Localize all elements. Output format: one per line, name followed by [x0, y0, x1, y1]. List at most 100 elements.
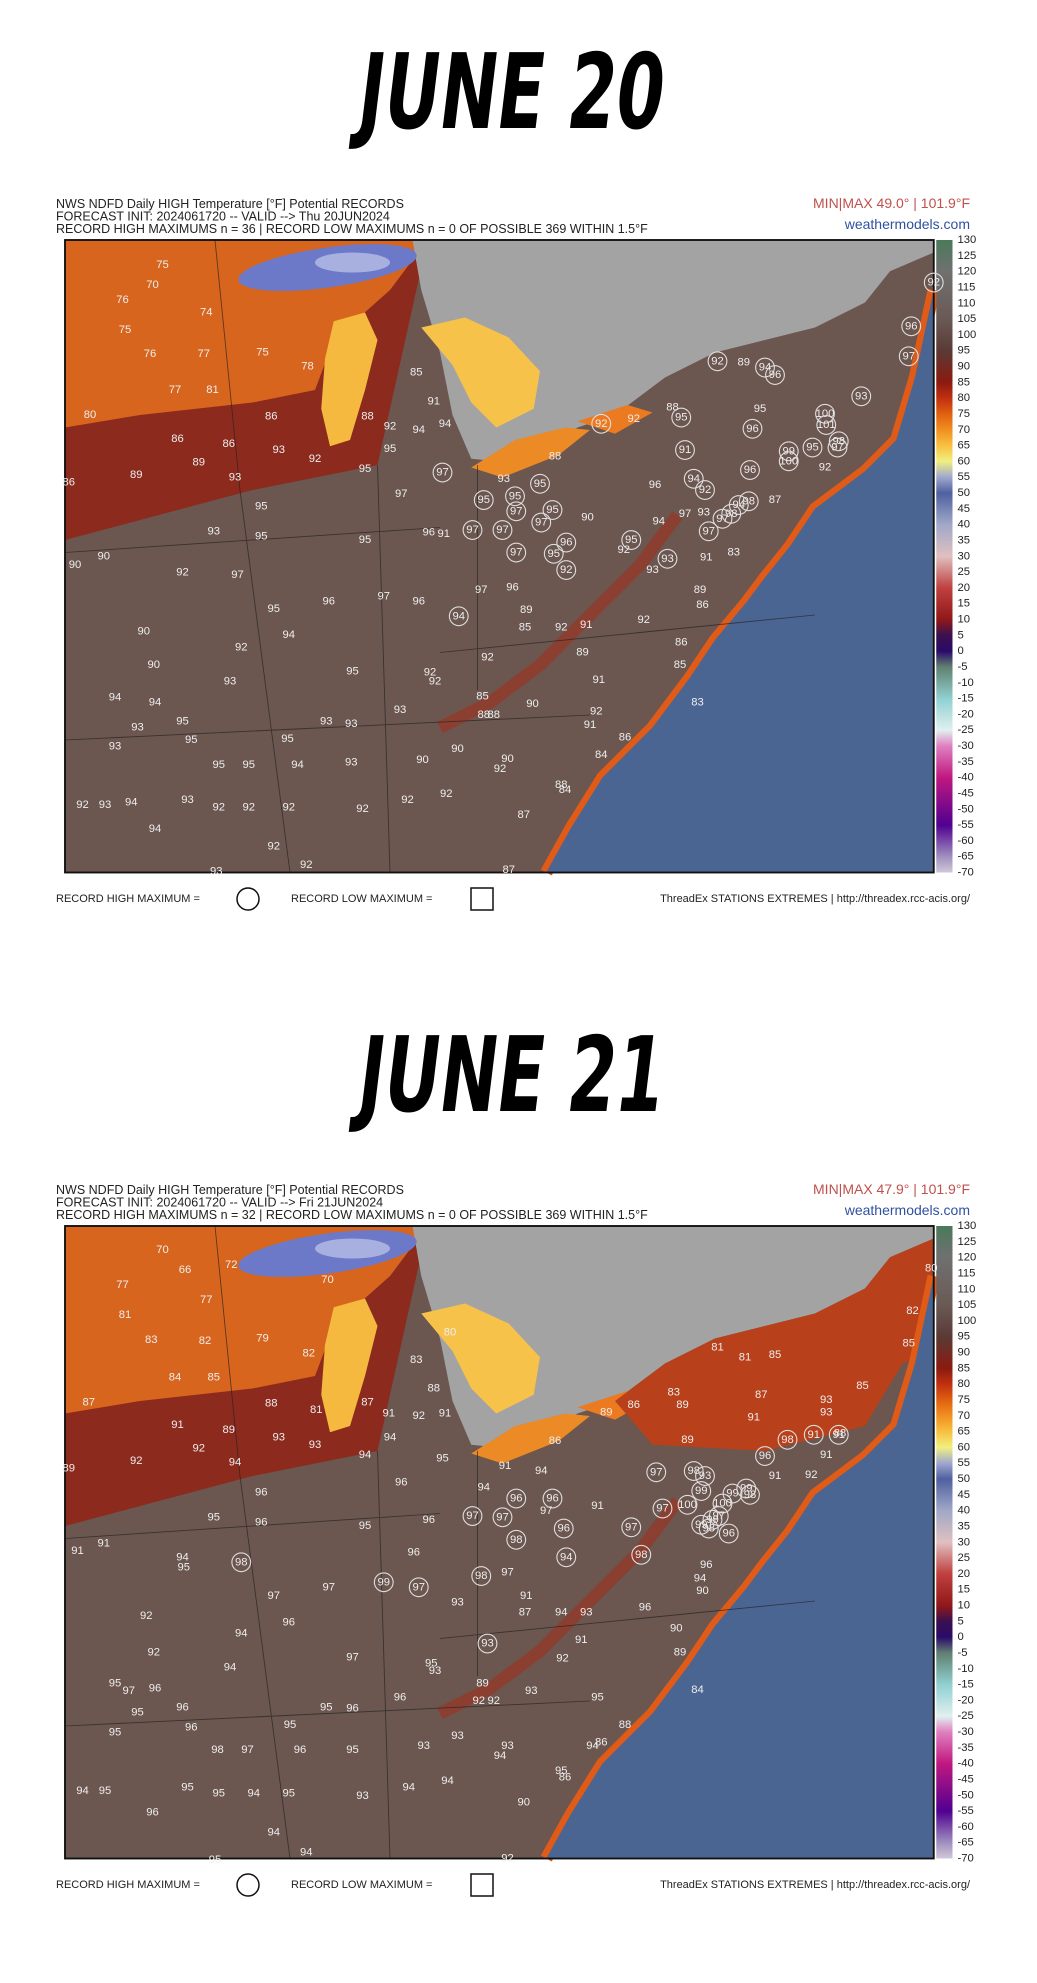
colorbar-label: 120: [958, 266, 977, 278]
colorbar-label: 20: [958, 582, 971, 594]
station-value: 92: [412, 1410, 425, 1422]
station-value: 95: [384, 443, 397, 455]
station-value: 96: [146, 1806, 159, 1818]
colorbar-label: 30: [958, 1536, 971, 1548]
colorbar-label: 45: [958, 503, 971, 515]
station-value: 94: [149, 823, 162, 835]
record-circle: [740, 460, 760, 480]
page-title: JUNE 20: [348, 32, 672, 153]
station-value: 92: [242, 802, 255, 814]
colorbar-label: -25: [958, 1710, 974, 1722]
record-circle: [712, 1493, 733, 1514]
record-value: 95: [534, 478, 547, 490]
record-circle: [646, 1462, 667, 1483]
record-value: 96: [510, 1493, 523, 1505]
station-value: 94: [555, 1606, 568, 1618]
station-value: 94: [412, 424, 425, 436]
station-value: 80: [84, 409, 97, 421]
station-value: 89: [476, 1678, 489, 1690]
station-value: 92: [356, 803, 369, 815]
record-circle: [898, 346, 919, 367]
station-value: 82: [302, 1348, 315, 1360]
record-circle: [506, 501, 527, 522]
station-value: 87: [82, 1396, 95, 1408]
station-value: 94: [235, 1628, 248, 1640]
record-value: 97: [510, 547, 523, 559]
station-value: 96: [649, 479, 662, 491]
colorbar-label: 125: [958, 250, 977, 262]
station-value: 95: [555, 1765, 568, 1777]
station-value: 93: [697, 507, 710, 519]
station-value: 91: [591, 1500, 604, 1512]
record-value: 98: [702, 1523, 715, 1535]
record-value: 99: [377, 1576, 390, 1588]
station-value: 89: [192, 457, 205, 469]
station-value: 86: [222, 438, 235, 450]
station-value: 70: [321, 1274, 334, 1286]
record-value: 95: [806, 442, 819, 454]
record-circle: [698, 521, 719, 542]
station-value: 83: [727, 547, 740, 559]
station-value: 93: [207, 525, 220, 537]
station-value: 77: [116, 1279, 129, 1291]
colorbar-label: 90: [958, 1347, 971, 1359]
station-value: 92: [76, 799, 89, 811]
station-value: 95: [207, 1511, 220, 1523]
record-value: 97: [702, 525, 715, 537]
station-value: 81: [310, 1404, 323, 1416]
station-value: 92: [555, 622, 568, 634]
station-value: 93: [272, 1431, 285, 1443]
colorbar-label: -30: [958, 740, 974, 752]
legend-circle: [236, 1873, 260, 1897]
station-value: 92: [300, 859, 313, 871]
station-value: 95: [181, 1781, 194, 1793]
record-value: 98: [725, 508, 738, 520]
station-value: 94: [300, 1846, 313, 1858]
record-value: 95: [547, 548, 560, 560]
station-value: 83: [145, 1334, 158, 1346]
colorbar-label: 110: [958, 1283, 976, 1295]
map-header: NWS NDFD Daily HIGH Temperature [°F] Pot…: [56, 197, 404, 211]
colorbar-label: -55: [958, 1805, 974, 1817]
colorbar-label: 50: [958, 1473, 971, 1485]
colorbar-label: 120: [958, 1252, 977, 1264]
station-value: 90: [501, 753, 514, 765]
record-value: 93: [661, 553, 674, 565]
station-value: 85: [674, 659, 687, 671]
colorbar-label: 95: [958, 345, 971, 357]
record-circle: [473, 490, 494, 510]
station-value: 85: [769, 1349, 782, 1361]
record-circle: [531, 512, 552, 533]
station-value: 87: [769, 494, 782, 506]
record-value: 96: [722, 1528, 735, 1540]
station-value: 92: [472, 1695, 485, 1707]
record-value: 91: [832, 1429, 845, 1441]
record-value: 98: [832, 435, 845, 447]
station-value: 91: [171, 1419, 184, 1431]
station-value: 77: [200, 1294, 213, 1306]
station-value: 92: [235, 642, 248, 654]
station-value: 95: [359, 463, 372, 475]
record-value: 98: [635, 1549, 648, 1561]
station-value: 95: [209, 1854, 222, 1866]
station-value: 95: [359, 534, 372, 546]
station-value: 88: [834, 1428, 847, 1440]
station-value: 93: [345, 718, 358, 730]
station-value: 96: [255, 1516, 268, 1528]
station-value: 80: [925, 1263, 938, 1275]
station-value: 94: [76, 1785, 89, 1797]
record-value: 100: [678, 1499, 697, 1511]
station-value: 93: [181, 794, 194, 806]
station-value: 90: [97, 550, 110, 562]
station-value: 91: [592, 674, 605, 686]
page-title: JUNE 21: [348, 1015, 672, 1136]
station-value: 66: [179, 1264, 192, 1276]
station-value: 92: [440, 788, 453, 800]
colorbar-label: -30: [958, 1726, 974, 1738]
colorbar-label: 115: [958, 1267, 976, 1279]
colorbar-label: -5: [958, 661, 968, 673]
station-value: 91: [520, 1590, 533, 1602]
record-circle: [778, 441, 799, 462]
record-value: 96: [546, 1493, 559, 1505]
station-value: 93: [451, 1730, 464, 1742]
